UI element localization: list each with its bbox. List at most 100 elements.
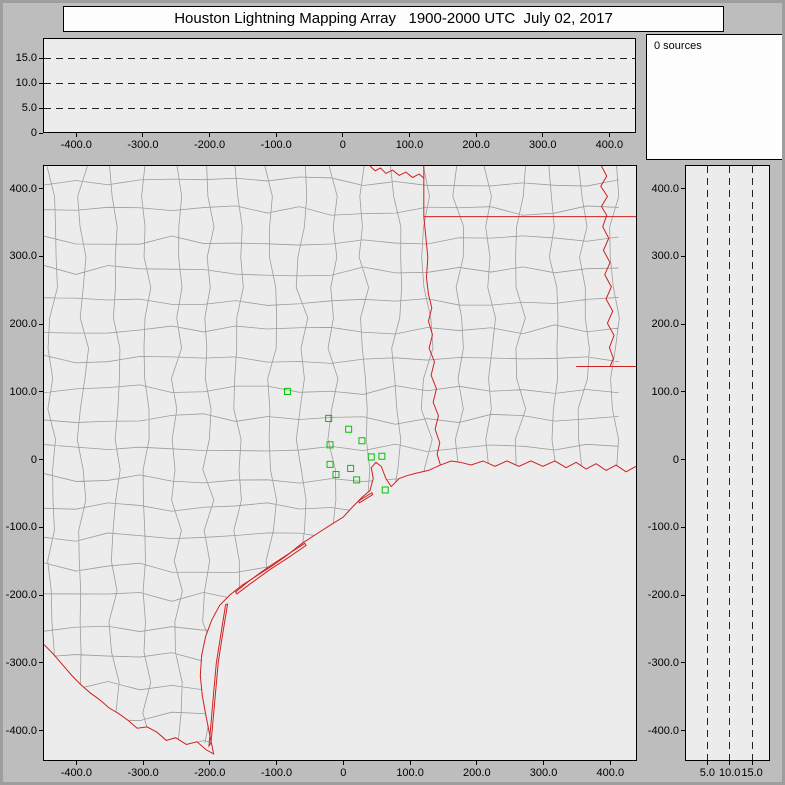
right-x-tick-label: 10.0 bbox=[719, 767, 741, 779]
top-x-tick-label: -400.0 bbox=[60, 139, 92, 151]
map-y-tick-label: -400.0 bbox=[5, 724, 37, 737]
map-y-tick-label: 400.0 bbox=[9, 182, 37, 195]
map-x-tick bbox=[476, 761, 478, 765]
barrier-island bbox=[209, 604, 228, 746]
map-x-tick bbox=[142, 761, 144, 765]
map-x-tick-label: -400.0 bbox=[60, 767, 92, 779]
right-y-tick bbox=[681, 255, 685, 257]
top-y-tick bbox=[39, 107, 43, 109]
station-marker bbox=[382, 487, 388, 493]
right-altitude-dashed-line bbox=[706, 166, 708, 760]
map-y-tick bbox=[39, 323, 43, 325]
station-marker bbox=[327, 442, 333, 448]
map-y-tick-label: -300.0 bbox=[5, 656, 37, 669]
right-y-tick bbox=[681, 594, 685, 596]
station-marker bbox=[284, 388, 290, 394]
right-y-tick-label: 200.0 bbox=[651, 318, 679, 331]
map-y-tick bbox=[39, 391, 43, 393]
top-x-tick-label: 400.0 bbox=[595, 139, 624, 151]
map-x-tick bbox=[409, 761, 411, 765]
station-marker bbox=[346, 426, 352, 432]
map-y-tick bbox=[39, 526, 43, 528]
right-y-tick-label: 100.0 bbox=[651, 385, 679, 398]
top-y-tick bbox=[39, 132, 43, 134]
top-altitude-dashed-line bbox=[44, 107, 635, 109]
top-x-tick-label: -100.0 bbox=[260, 139, 292, 151]
right-y-tick-label: -400.0 bbox=[647, 724, 679, 737]
map-y-tick bbox=[39, 662, 43, 664]
right-altitude-dashed-line bbox=[751, 166, 753, 760]
map-canvas bbox=[44, 166, 636, 760]
map-x-tick-label: 0 bbox=[340, 767, 347, 779]
top-y-tick-label: 15.0 bbox=[15, 52, 37, 64]
top-x-tick bbox=[342, 133, 344, 137]
top-x-tick bbox=[142, 133, 144, 137]
map-x-tick-label: 400.0 bbox=[596, 767, 625, 779]
station-marker bbox=[368, 454, 374, 460]
county-boundaries bbox=[44, 166, 620, 751]
map-x-tick-label: 300.0 bbox=[529, 767, 558, 779]
top-altitude-dashed-line bbox=[44, 57, 635, 59]
barrier-island bbox=[236, 543, 307, 594]
station-marker bbox=[359, 438, 365, 444]
top-altitude-dashed-line bbox=[44, 82, 635, 84]
top-x-tick bbox=[608, 133, 610, 137]
map-y-tick-label: 300.0 bbox=[9, 250, 37, 263]
right-y-tick bbox=[681, 526, 685, 528]
top-x-tick-label: -300.0 bbox=[127, 139, 159, 151]
right-x-tick bbox=[729, 761, 731, 765]
top-y-tick bbox=[39, 57, 43, 59]
right-x-tick bbox=[751, 761, 753, 765]
map-x-tick bbox=[609, 761, 611, 765]
coastline-and-rio-grande bbox=[44, 461, 636, 754]
county-lines bbox=[44, 166, 620, 751]
map-x-tick-label: -300.0 bbox=[127, 767, 159, 779]
right-x-tick-label: 5.0 bbox=[699, 767, 715, 779]
top-x-tick bbox=[408, 133, 410, 137]
right-y-tick-label: -100.0 bbox=[647, 521, 679, 534]
right-x-tick bbox=[706, 761, 708, 765]
top-x-tick-label: -200.0 bbox=[193, 139, 226, 151]
map-y-tick bbox=[39, 459, 43, 461]
top-y-tick-label: 5.0 bbox=[21, 102, 37, 114]
top-x-tick bbox=[542, 133, 544, 137]
map-y-tick bbox=[39, 255, 43, 257]
top-y-tick-label: 10.0 bbox=[15, 77, 37, 89]
station-marker bbox=[327, 461, 333, 467]
right-y-tick bbox=[681, 662, 685, 664]
right-y-tick bbox=[681, 391, 685, 393]
map-y-tick-label: -200.0 bbox=[5, 589, 37, 602]
map-x-tick bbox=[75, 761, 77, 765]
map-y-tick bbox=[39, 594, 43, 596]
right-y-tick-label: 300.0 bbox=[651, 250, 679, 263]
plan-view-map-panel bbox=[43, 165, 637, 761]
station-marker bbox=[333, 471, 339, 477]
right-y-tick-label: 400.0 bbox=[651, 182, 679, 195]
map-x-tick-label: -200.0 bbox=[194, 767, 226, 779]
right-y-tick bbox=[681, 459, 685, 461]
station-marker bbox=[379, 453, 385, 459]
map-y-tick bbox=[39, 730, 43, 732]
top-y-tick-label: 0 bbox=[30, 127, 37, 139]
top-x-tick-label: 100.0 bbox=[395, 139, 424, 151]
map-y-tick-label: 100.0 bbox=[9, 385, 37, 398]
right-y-tick-label: -300.0 bbox=[647, 656, 679, 669]
map-x-tick bbox=[209, 761, 211, 765]
sources-count-label: 0 sources bbox=[654, 40, 702, 52]
right-y-tick bbox=[681, 730, 685, 732]
map-y-tick-label: -100.0 bbox=[5, 521, 37, 534]
station-marker bbox=[326, 415, 332, 421]
top-x-tick bbox=[275, 133, 277, 137]
altitude-vs-north-south-panel bbox=[685, 165, 770, 761]
lma-stations bbox=[284, 388, 388, 493]
station-marker bbox=[354, 477, 360, 483]
right-y-tick-label: -200.0 bbox=[647, 589, 679, 602]
map-y-tick-label: 0 bbox=[30, 453, 37, 466]
map-x-tick-label: 100.0 bbox=[396, 767, 424, 779]
top-x-tick-label: 0 bbox=[339, 139, 346, 151]
right-x-tick-label: 15.0 bbox=[741, 767, 763, 779]
state-border-line bbox=[601, 166, 614, 366]
state-border-line bbox=[370, 166, 424, 178]
top-x-tick-label: 300.0 bbox=[528, 139, 557, 151]
top-y-tick bbox=[39, 82, 43, 84]
